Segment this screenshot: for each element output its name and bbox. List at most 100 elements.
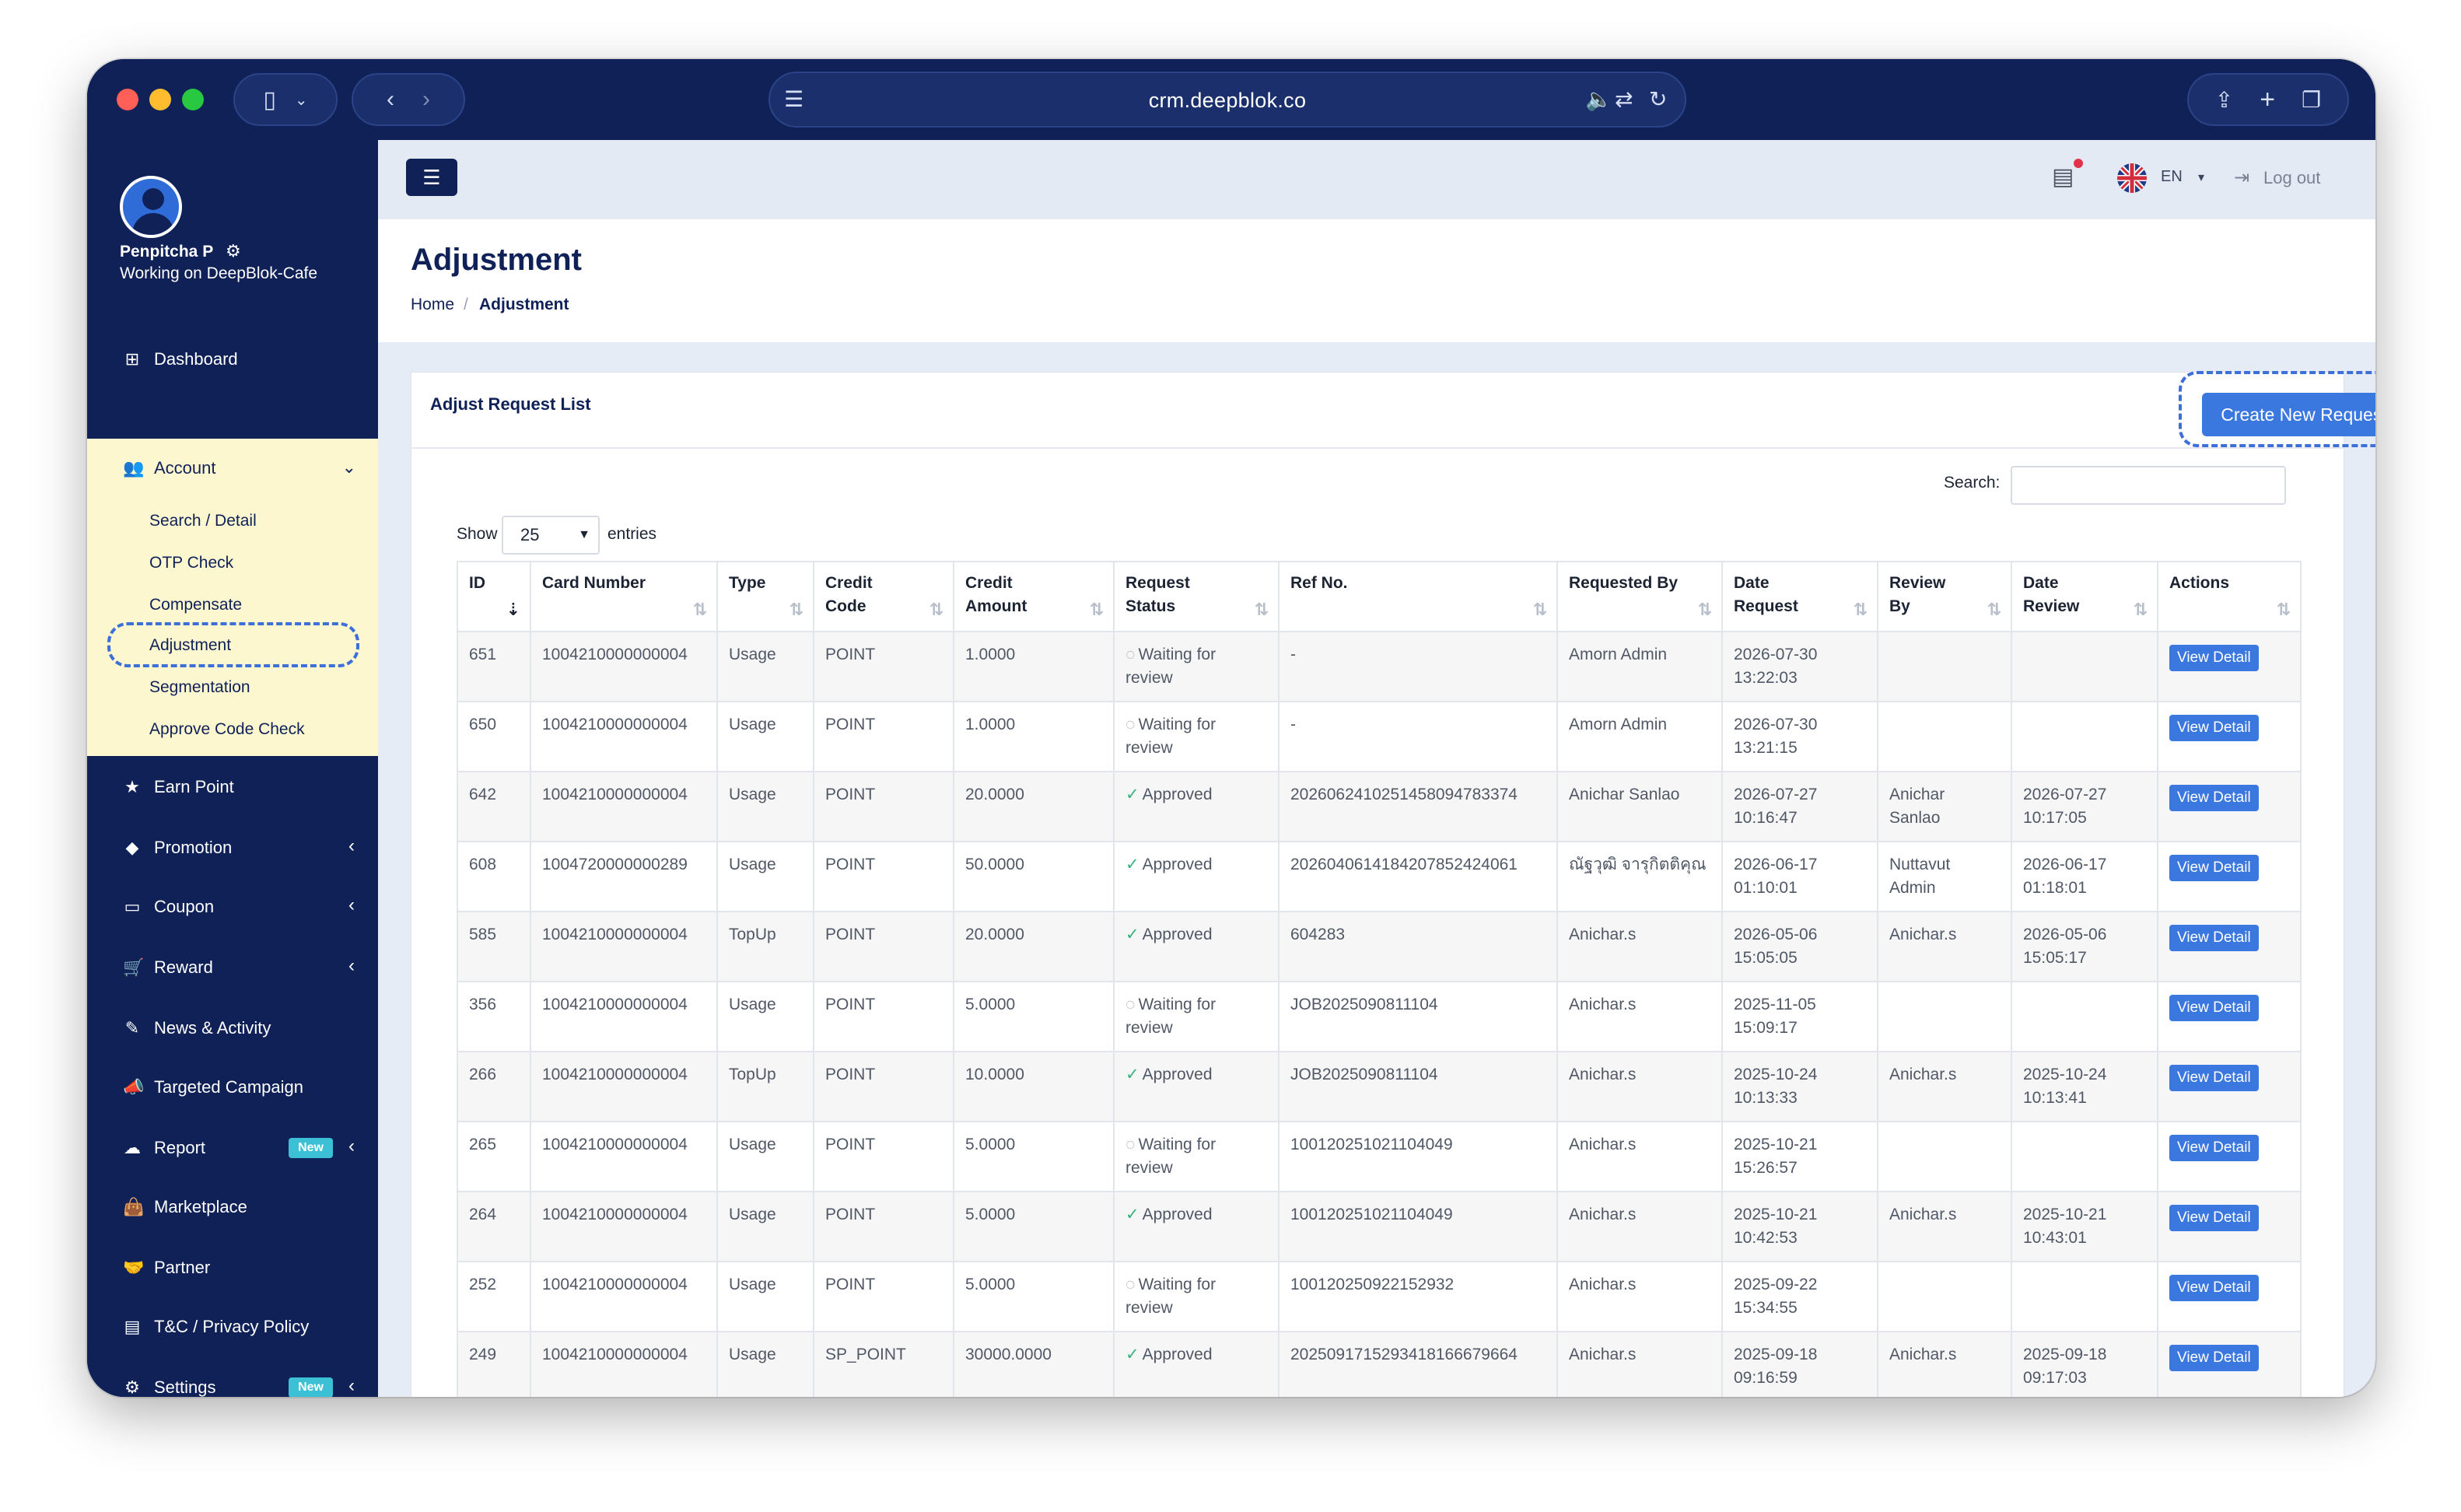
tabs-overview-icon[interactable]: ❐ [2302, 87, 2322, 112]
sidebar-item-targeted-campaign[interactable]: 📣 Targeted Campaign [87, 1066, 378, 1109]
cell-card-number: 1004210000000004 [530, 1191, 718, 1262]
sort-icon: ⇅ [1532, 600, 1547, 619]
cell-credit-code-text: POINT [825, 1136, 876, 1153]
sidebar-item-dashboard[interactable]: ⊞ Dashboard [87, 338, 378, 381]
cell-date-review-text: 2026-06-17 01:18:01 [2023, 856, 2107, 897]
entries-per-page-select[interactable]: 25 ▼ [502, 516, 600, 555]
sidebar-subitem-otp-check[interactable]: OTP Check [149, 554, 234, 572]
column-header-date-request[interactable]: Date Request ⇅ [1721, 561, 1878, 632]
forward-button[interactable]: › [422, 86, 430, 112]
column-header-actions[interactable]: Actions ⇅ [2157, 561, 2302, 632]
cell-card-number: 1004210000000004 [530, 701, 718, 772]
cell-date-request-text: 2025-10-24 10:13:33 [1734, 1066, 1818, 1107]
column-header-id[interactable]: ID ⇣ [457, 561, 531, 632]
avatar[interactable] [120, 176, 182, 238]
sort-icon: ⇅ [692, 600, 707, 619]
cell-card-number-text: 1004210000000004 [542, 1206, 688, 1223]
sidebar-item-reward[interactable]: 🛒 Reward ‹ [87, 946, 378, 989]
cell-date-request: 2026-06-17 01:10:01 [1721, 841, 1878, 912]
view-detail-button[interactable]: View Detail [2169, 1345, 2259, 1371]
language-selector[interactable]: EN [2161, 168, 2183, 185]
share-icon[interactable]: ⇪ [2214, 87, 2234, 112]
view-detail-button[interactable]: View Detail [2169, 1135, 2259, 1161]
column-header-card-number[interactable]: Card Number ⇅ [530, 561, 718, 632]
sort-icon: ⇅ [789, 600, 803, 619]
status-text: Approved [1142, 1066, 1213, 1083]
newspaper-icon[interactable]: ▤ [2052, 164, 2074, 190]
cell-date-request: 2025-09-22 15:34:55 [1721, 1261, 1878, 1332]
sidebar-subitem-search-detail[interactable]: Search / Detail [149, 512, 257, 530]
sidebar-item-report[interactable]: ☁ Report New ‹ [87, 1126, 378, 1170]
column-header-credit-amount[interactable]: Credit Amount ⇅ [953, 561, 1115, 632]
column-header-ref-no[interactable]: Ref No. ⇅ [1278, 561, 1558, 632]
view-detail-button[interactable]: View Detail [2169, 1065, 2259, 1091]
adjust-request-table: ID ⇣ Card Number ⇅ Type ⇅ Credit Code ⇅ Cred… [457, 561, 2302, 1397]
column-header-request-status[interactable]: Request Status ⇅ [1113, 561, 1280, 632]
sidebar-subitem-adjustment[interactable]: Adjustment [149, 636, 232, 654]
view-detail-button[interactable]: View Detail [2169, 715, 2259, 741]
cell-request-status: ✓ Approved [1113, 911, 1280, 982]
create-new-request-button[interactable]: Create New Request [2202, 393, 2375, 436]
view-detail-button[interactable]: View Detail [2169, 645, 2259, 671]
translate-icon[interactable]: ⇄ [1615, 87, 1633, 111]
star-icon: ★ [124, 777, 140, 796]
view-detail-button[interactable]: View Detail [2169, 1275, 2259, 1301]
column-header-review-by[interactable]: Review By ⇅ [1877, 561, 2012, 632]
column-header-credit-code[interactable]: Credit Code ⇅ [813, 561, 954, 632]
cell-card-number-text: 1004720000000289 [542, 856, 688, 873]
address-bar[interactable]: ☰ crm.deepblok.co 🔈 ⇄ ↻ [768, 72, 1686, 128]
sidebar-item-marketplace[interactable]: 👜 Marketplace [87, 1185, 378, 1229]
back-button[interactable]: ‹ [387, 86, 394, 112]
sidebar-item-coupon[interactable]: ▭ Coupon ‹ [87, 885, 378, 929]
view-detail-button[interactable]: View Detail [2169, 855, 2259, 881]
view-detail-button[interactable]: View Detail [2169, 785, 2259, 811]
cell-ref-no: 100120251021104049 [1278, 1121, 1558, 1192]
bag-icon: 👜 [123, 1197, 145, 1216]
user-name: Penpitcha P [120, 243, 214, 261]
cell-ref-no-text: 2026040614184207852424061 [1290, 856, 1518, 873]
cell-card-number-text: 1004210000000004 [542, 1066, 688, 1083]
reload-icon[interactable]: ↻ [1649, 87, 1668, 111]
page-settings-icon[interactable]: ☰ [784, 87, 804, 111]
maximize-window-button[interactable] [182, 89, 204, 110]
breadcrumb-home[interactable]: Home [411, 296, 455, 313]
sidebar-item-tnc-privacy[interactable]: ▤ T&C / Privacy Policy [87, 1305, 378, 1349]
logout-link[interactable]: Log out [2263, 168, 2321, 187]
column-header-requested-by[interactable]: Requested By ⇅ [1556, 561, 1723, 632]
cell-credit-code-text: POINT [825, 926, 876, 943]
uk-flag-icon[interactable] [2117, 163, 2147, 193]
cell-request-status: ◌ Waiting for review [1113, 701, 1280, 772]
cell-credit-code: POINT [813, 1121, 954, 1192]
status-text: Approved [1142, 926, 1213, 943]
view-detail-button[interactable]: View Detail [2169, 995, 2259, 1021]
cell-ref-no: 2025091715293418166679664 [1278, 1331, 1558, 1397]
cell-date-request-text: 2026-07-30 13:22:03 [1734, 646, 1818, 687]
cell-id-text: 249 [469, 1346, 497, 1363]
search-input[interactable] [2011, 466, 2286, 505]
view-detail-button[interactable]: View Detail [2169, 1205, 2259, 1231]
sidebar-subitem-approve-code-check[interactable]: Approve Code Check [149, 720, 305, 738]
sidebar-item-settings[interactable]: ⚙ Settings New ‹ [87, 1366, 378, 1397]
sidebar-item-partner[interactable]: 🤝 Partner [87, 1246, 378, 1290]
sidebar-item-earn-point[interactable]: ★ Earn Point [87, 765, 378, 809]
sidebar-toggle-button[interactable]: ▯ ⌄ [233, 73, 338, 126]
cell-requested-by-text: Anichar.s [1569, 1206, 1637, 1223]
sidebar-subitem-segmentation[interactable]: Segmentation [149, 678, 250, 696]
sidebar-item-promotion[interactable]: ◆ Promotion ‹ [87, 826, 378, 870]
minimize-window-button[interactable] [149, 89, 171, 110]
menu-toggle-button[interactable]: ☰ [406, 159, 457, 196]
sort-icon: ⇅ [1254, 600, 1269, 619]
view-detail-button[interactable]: View Detail [2169, 925, 2259, 951]
cell-type-text: Usage [729, 716, 776, 733]
gear-icon[interactable]: ⚙ [226, 241, 241, 261]
logout-icon[interactable]: ⇥ [2234, 167, 2250, 188]
sidebar: Penpitcha P ⚙ Working on DeepBlok-Cafe ⊞… [87, 140, 378, 1397]
sidebar-item-account[interactable]: 👥 Account ⌄ [87, 446, 378, 490]
new-tab-icon[interactable]: + [2260, 84, 2276, 114]
sidebar-subitem-compensate[interactable]: Compensate [149, 596, 243, 614]
sidebar-item-news-activity[interactable]: ✎ News & Activity [87, 1006, 378, 1050]
column-header-type[interactable]: Type ⇅ [716, 561, 814, 632]
speaker-icon[interactable]: 🔈 [1585, 87, 1612, 111]
column-header-date-review[interactable]: Date Review ⇅ [2011, 561, 2158, 632]
close-window-button[interactable] [117, 89, 138, 110]
